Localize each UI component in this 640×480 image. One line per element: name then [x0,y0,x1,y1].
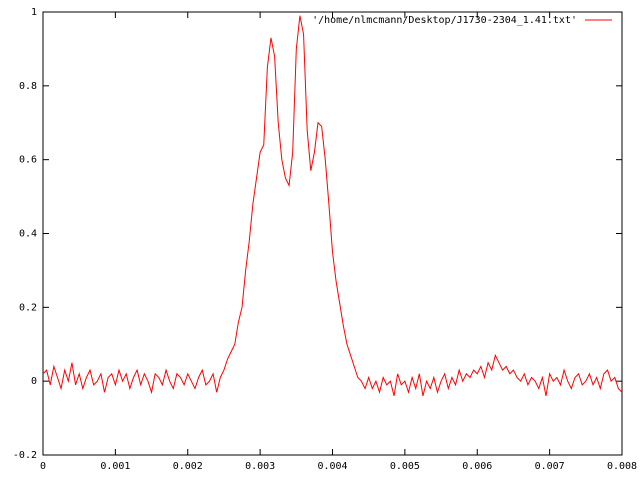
x-tick-label: 0.007 [535,461,565,472]
y-tick-label: 0 [31,376,37,387]
y-tick-label: -0.2 [13,450,37,461]
legend-label: '/home/nlmcmann/Desktop/J1730-2304_1.41.… [312,15,577,26]
data-line [42,15,623,397]
x-tick-label: 0.006 [462,461,492,472]
y-tick-label: 1 [31,7,37,18]
y-tick-label: 0.6 [19,155,37,166]
x-tick-label: 0.002 [173,461,203,472]
x-tick-label: 0.005 [390,461,420,472]
x-tick-label: 0.004 [317,461,347,472]
x-tick-label: 0.008 [607,461,637,472]
x-tick-label: 0.001 [100,461,130,472]
y-tick-label: 0.2 [19,302,37,313]
y-tick-label: 0.8 [19,81,37,92]
x-tick-label: 0 [40,461,46,472]
y-tick-label: 0.4 [19,229,37,240]
x-tick-label: 0.003 [245,461,275,472]
